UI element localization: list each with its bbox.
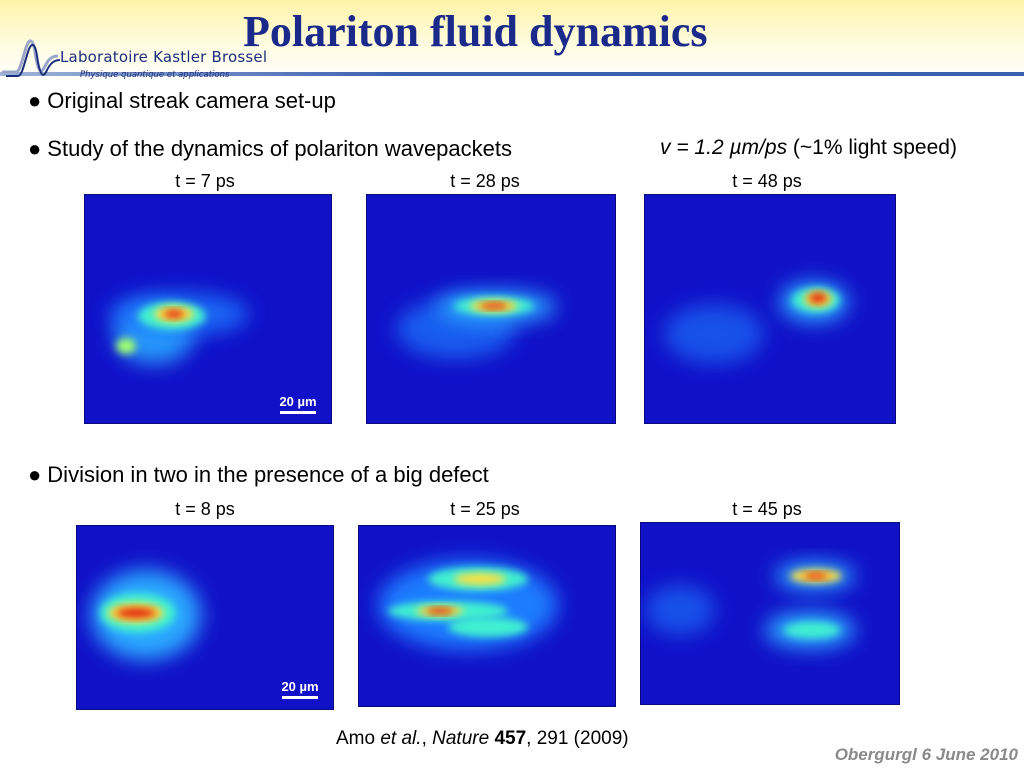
lkb-logo: Laboratoire Kastler Brossel Physique qua… [0,30,267,94]
polariton-image [378,560,558,650]
image-panel-row1-2 [366,194,616,424]
bullet-dot-icon: ● [28,88,42,113]
image-panel-row1-3 [644,194,896,424]
bullet-text: Original streak camera set-up [47,88,336,113]
time-label-row1-2: t = 28 ps [450,171,520,191]
citation-volume: 457 [494,728,527,749]
velocity-note: v = 1.2 µm/ps (~1% light speed) [660,136,957,160]
logo-wave-icon [2,39,60,77]
logo-name: Laboratoire Kastler Brossel [60,48,268,66]
scale-bar: 20 µm [272,679,328,699]
citation-rest: , 291 (2009) [526,728,629,749]
velocity-remark: (~1% light speed) [792,136,957,159]
bullet-dot-icon: ● [28,462,42,487]
bullet-dynamics: ● Study of the dynamics of polariton wave… [28,136,512,162]
citation-etal: et al. [380,728,422,749]
header-band [0,0,1024,80]
bullet-streak-camera: ● Original streak camera set-up [28,88,336,114]
bullet-division: ● Division in two in the presence of a bi… [28,462,489,488]
scale-bar-label: 20 µm [281,679,319,694]
polariton-image [664,282,848,364]
header-rule [0,72,1024,76]
time-label-row1-3: t = 48 ps [732,171,802,191]
image-panel-row2-1: 20 µm [76,525,334,710]
polariton-image [91,570,201,660]
bullet-text: Division in two in the presence of a big… [47,462,489,487]
scale-bar: 20 µm [270,394,326,414]
time-label-row1-1: t = 7 ps [175,171,235,191]
velocity-equation: v = 1.2 µm/ps [660,136,788,159]
time-label-row2-2: t = 25 ps [450,499,520,519]
image-panel-row1-1: 20 µm [84,194,332,424]
bullet-text: Study of the dynamics of polariton wavep… [47,136,512,161]
polariton-image [645,562,855,648]
polariton-image [396,291,556,359]
polariton-image [109,292,249,364]
citation: Amo et al., Nature 457, 291 (2009) [336,728,629,749]
time-label-row2-1: t = 8 ps [175,499,235,519]
image-panel-row2-2 [358,525,616,707]
slide-title: Polariton fluid dynamics [243,7,708,56]
bullet-dot-icon: ● [28,136,42,161]
footer-venue-date: Obergurgl 6 June 2010 [834,745,1018,764]
scale-bar-label: 20 µm [279,394,317,409]
time-label-row2-3: t = 45 ps [732,499,802,519]
logo-subtitle: Physique quantique et applications [80,70,230,80]
citation-author: Amo [336,728,376,749]
citation-journal: Nature [432,728,490,749]
image-panel-row2-3 [640,522,900,705]
